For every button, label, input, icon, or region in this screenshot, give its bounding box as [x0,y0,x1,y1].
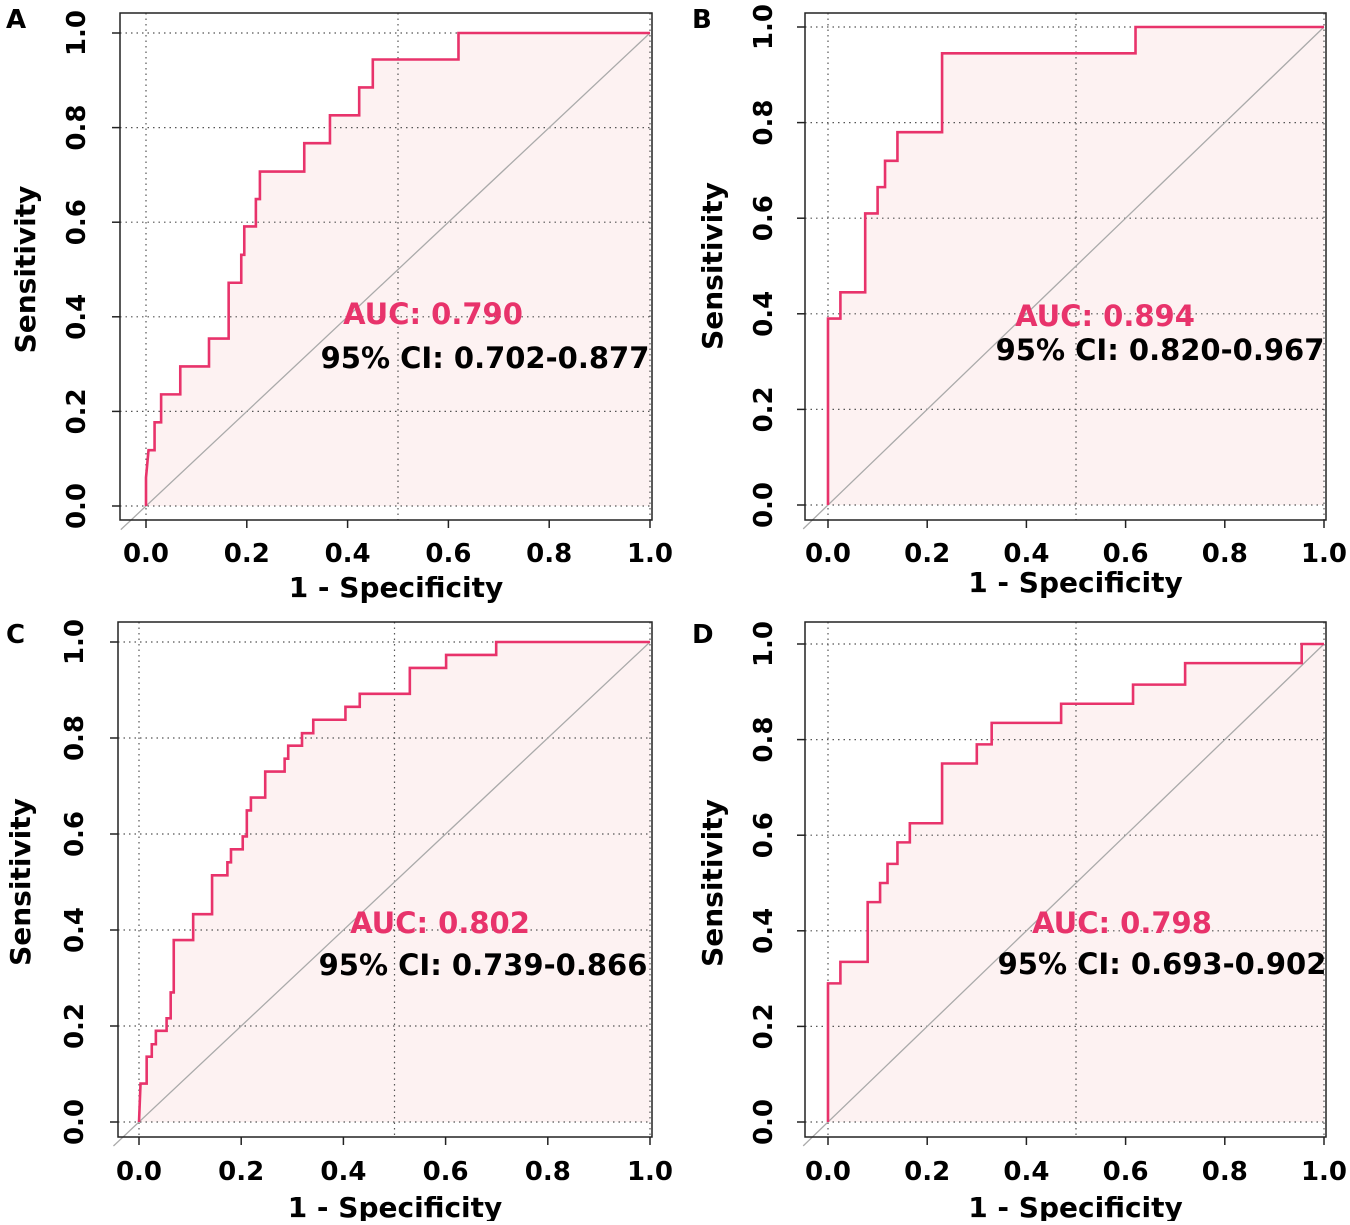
plot-frame [804,621,1327,1138]
x-tick-label: 0.6 [423,1157,469,1187]
y-tick-label: 1.0 [62,10,92,56]
ci-label: 95% CI: 0.702-0.877 [321,341,650,375]
y-tick-label: 0.6 [60,811,90,857]
ci-label: 95% CI: 0.820-0.967 [996,333,1325,367]
y-tick-label: 1.0 [60,619,90,665]
panel-letter: B [692,5,712,35]
panel-letter: D [692,620,714,650]
x-tick-label: 0.0 [805,1157,851,1187]
y-tick-label: 0.4 [60,907,90,953]
x-tick-label: 0.6 [1103,1157,1149,1187]
x-tick-label: 0.0 [123,539,169,569]
roc-panel-a: 0.0 0.2 0.4 0.6 0.8 1.0 0.0 0.2 0.4 0.6 0.8 1.0 1 - … [6,5,673,604]
y-tick-label: 0.8 [60,715,90,761]
x-tick-label: 0.6 [1103,539,1149,569]
y-tick-label: 0.0 [62,483,92,529]
y-tick-label: 0.4 [62,294,92,340]
x-tick-label: 0.2 [904,539,950,569]
auc-label: AUC: 0.894 [1015,299,1195,333]
y-tick-label: 0.2 [749,1003,779,1049]
x-tick-label: 0.8 [525,1157,571,1187]
x-axis-label: 1 - Specificity [288,1191,503,1221]
ci-label: 95% CI: 0.739-0.866 [319,948,648,982]
reference-diagonal [120,32,651,531]
x-axis-label: 1 - Specificity [968,566,1183,599]
x-tick-label: 0.4 [320,1157,366,1187]
x-tick-label: 0.6 [425,539,471,569]
plot-frame [117,621,653,1138]
roc-panel-d: 0.0 0.2 0.4 0.6 0.8 1.0 0.0 0.2 0.4 0.6 0.8 1.0 1 - … [692,620,1347,1224]
y-axis-label: Sensitivity [696,799,729,967]
roc-curve [826,25,1324,505]
y-tick-label: 0.0 [749,1099,779,1145]
x-tick-label: 0.0 [116,1157,162,1187]
x-tick-label: 1.0 [1301,1157,1347,1187]
y-tick-label: 0.4 [749,908,779,954]
roc-panel-b: 0.0 0.2 0.4 0.6 0.8 1.0 0.0 0.2 0.4 0.6 0.8 1.0 1 - … [692,4,1347,599]
y-tick-label: 0.0 [60,1099,90,1145]
x-tick-label: 0.8 [1202,1157,1248,1187]
reference-diagonal [802,643,1325,1147]
y-tick-label: 0.6 [749,195,779,241]
y-tick-label: 1.0 [749,4,779,50]
x-tick-label: 1.0 [1301,539,1347,569]
y-tick-label: 0.8 [749,100,779,146]
x-tick-label: 0.4 [1003,1157,1049,1187]
panel-letter: C [6,620,25,650]
y-tick-label: 0.6 [62,199,92,245]
plot-frame [119,12,653,521]
y-tick-label: 0.8 [62,105,92,151]
plot-frame [804,12,1327,521]
auc-label: AUC: 0.790 [343,297,523,331]
x-tick-label: 0.4 [325,539,371,569]
x-tick-label: 0.2 [218,1157,264,1187]
y-tick-label: 0.2 [60,1003,90,1049]
x-tick-label: 1.0 [627,1157,673,1187]
x-tick-label: 0.2 [904,1157,950,1187]
roc-curve [144,31,650,506]
y-tick-label: 1.0 [749,621,779,667]
auc-label: AUC: 0.798 [1032,906,1212,940]
x-axis-label: 1 - Specificity [289,571,504,604]
reference-diagonal [802,26,1325,530]
roc-panel-c: 0.0 0.2 0.4 0.6 0.8 1.0 0.0 0.2 0.4 0.6 0.8 1.0 1 - … [4,619,673,1224]
y-tick-label: 0.4 [749,291,779,337]
y-tick-label: 0.0 [749,482,779,528]
x-tick-label: 0.0 [805,539,851,569]
panel-letter: A [6,5,26,35]
ci-label: 95% CI: 0.693-0.902 [998,947,1327,981]
roc-curve [137,640,650,1123]
y-tick-label: 0.6 [749,812,779,858]
x-axis-label: 1 - Specificity [968,1191,1183,1221]
x-tick-label: 0.2 [224,539,270,569]
y-tick-label: 0.2 [749,386,779,432]
y-axis-label: Sensitivity [696,182,729,350]
y-axis-label: Sensitivity [4,798,37,966]
roc-curve [826,642,1324,1122]
x-tick-label: 1.0 [627,539,673,569]
reference-diagonal [113,641,651,1147]
x-tick-label: 0.4 [1003,539,1049,569]
y-axis-label: Sensitivity [9,186,42,354]
y-tick-label: 0.8 [749,717,779,763]
x-tick-label: 0.8 [526,539,572,569]
x-tick-label: 0.8 [1202,539,1248,569]
auc-label: AUC: 0.802 [350,906,530,940]
y-tick-label: 0.2 [62,388,92,434]
